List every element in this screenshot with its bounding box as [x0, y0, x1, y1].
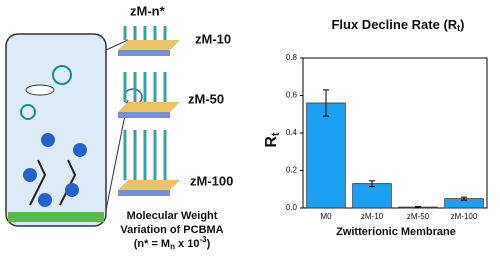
membrane-label: zM-50: [188, 91, 224, 106]
series-label: zM-n*: [130, 3, 166, 18]
y-axis-title: Rt: [263, 132, 282, 148]
charge: [38, 193, 52, 207]
charge: [65, 183, 79, 197]
bar: [352, 183, 392, 209]
x-tick-label: zM-50: [407, 212, 430, 221]
chart-title: Flux Decline Rate (Rt): [331, 17, 464, 33]
charge: [23, 168, 37, 182]
plot-frame: [302, 57, 488, 209]
protein: [52, 65, 72, 85]
y-tick-label: 0.8: [286, 53, 298, 62]
illustration: zM-n* zM-10 zM-50 zM-100 Molecular Weigh…: [5, 3, 233, 251]
zoom-line: [105, 39, 129, 51]
y-tick-label: 0.4: [286, 128, 298, 137]
membrane-label: zM-10: [195, 31, 231, 46]
bar: [306, 102, 346, 209]
charge: [73, 143, 87, 157]
membrane: [118, 26, 180, 196]
brush-chain: [29, 159, 77, 206]
x-axis-title: Zwitterionic Membrane: [336, 226, 456, 238]
y-tick-label: 0.2: [286, 166, 298, 175]
x-tick-label: M0: [320, 212, 332, 221]
x-tick-label: zM-100: [451, 212, 478, 221]
formula: (n* = Mn x 10-3): [134, 235, 211, 251]
membrane-label: zM-100: [190, 173, 233, 188]
charge: [41, 133, 55, 147]
zoom-box: [5, 33, 107, 227]
protein: [20, 104, 36, 120]
y-tick-label: 0.0: [286, 203, 298, 212]
substrate: [8, 212, 104, 222]
bacteria: [25, 84, 55, 96]
caption: Molecular Weight: [127, 210, 218, 222]
caption: Variation of PCBMA: [120, 224, 223, 236]
y-tick-label: 0.6: [286, 91, 298, 100]
zoom-line: [105, 99, 129, 211]
x-tick-label: zM-10: [361, 212, 384, 221]
